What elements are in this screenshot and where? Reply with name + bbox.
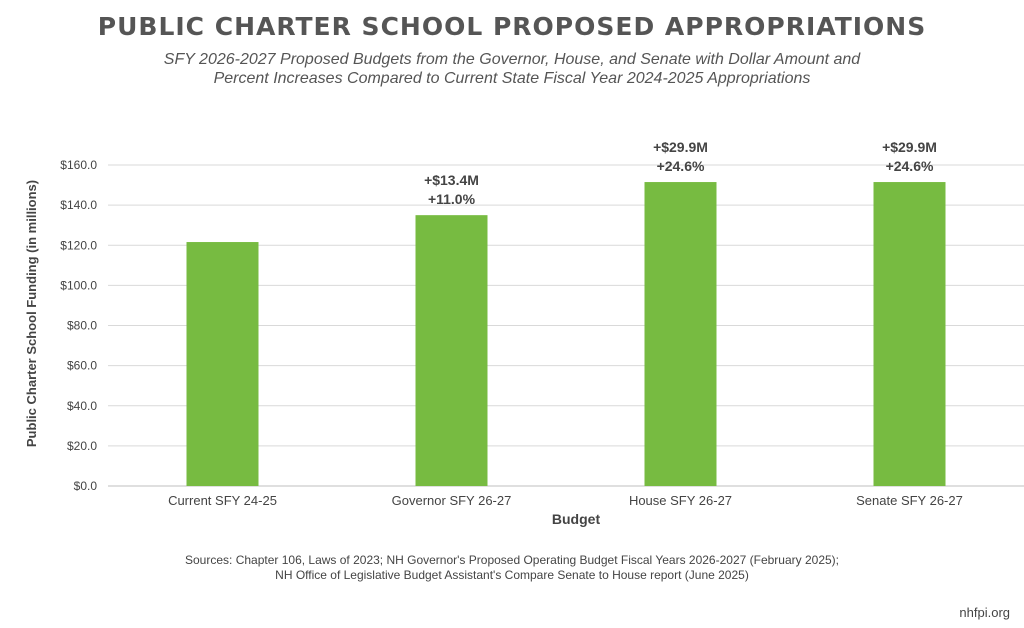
bar [644, 182, 717, 486]
y-tick-label: $120.0 [60, 238, 97, 252]
y-tick-label: $0.0 [74, 479, 98, 493]
y-tick-label: $60.0 [67, 359, 97, 373]
y-tick-label: $40.0 [67, 399, 97, 413]
bar [873, 182, 946, 486]
y-axis-title: Public Charter School Funding (in millio… [24, 180, 39, 447]
x-tick-label: Senate SFY 26-27 [856, 493, 963, 508]
y-tick-label: $20.0 [67, 439, 97, 453]
data-label: +$29.9M [653, 139, 708, 155]
chart-subtitle-line-1: SFY 2026-2027 Proposed Budgets from the … [163, 51, 861, 68]
x-tick-label: House SFY 26-27 [629, 493, 732, 508]
y-tick-label: $160.0 [60, 158, 97, 172]
data-label: +$13.4M [424, 172, 479, 188]
x-tick-label: Governor SFY 26-27 [392, 493, 512, 508]
x-tick-label: Current SFY 24-25 [168, 493, 277, 508]
bar [186, 242, 259, 486]
y-tick-label: $80.0 [67, 319, 97, 333]
y-tick-label: $100.0 [60, 278, 97, 292]
y-tick-label: $140.0 [60, 198, 97, 212]
sources-line-1: Sources: Chapter 106, Laws of 2023; NH G… [185, 553, 839, 567]
sources-line-2: NH Office of Legislative Budget Assistan… [275, 568, 749, 582]
site-credit: nhfpi.org [959, 605, 1010, 620]
x-axis-title: Budget [552, 511, 601, 527]
data-label: +11.0% [428, 191, 476, 207]
chart-title: PUBLIC CHARTER SCHOOL PROPOSED APPROPRIA… [97, 12, 927, 41]
data-label: +24.6% [657, 158, 705, 174]
data-label: +24.6% [886, 158, 934, 174]
bar [415, 215, 488, 486]
data-label: +$29.9M [882, 139, 937, 155]
chart-subtitle-line-2: Percent Increases Compared to Current St… [213, 70, 811, 87]
